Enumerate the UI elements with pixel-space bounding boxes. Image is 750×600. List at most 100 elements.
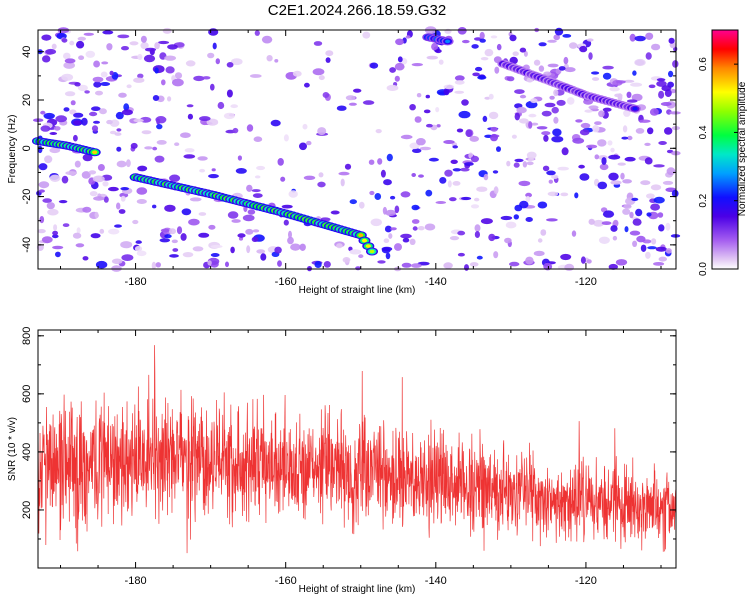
spectrogram-cell — [444, 28, 452, 34]
spectrogram-cell — [349, 199, 357, 205]
spectrogram-cell — [226, 62, 234, 68]
colorbar-ticks: 0.0 0.2 0.4 0.6 — [698, 57, 738, 276]
spectrogram-cell — [423, 109, 431, 114]
spectrogram-cell — [632, 70, 637, 76]
spectrogram-cell — [254, 30, 260, 36]
spectrogram-cell — [658, 224, 665, 232]
spectrogram-cell — [185, 60, 196, 67]
spectrogram-cell — [164, 234, 172, 239]
spectrogram-cell — [505, 221, 517, 229]
spectrogram-cell — [292, 70, 302, 77]
spectrogram-cell — [418, 174, 424, 178]
spectrogram-cell — [223, 112, 235, 120]
spectrogram-cell — [626, 91, 632, 99]
spectrogram-cell — [211, 168, 216, 172]
spectrogram-cell — [49, 147, 61, 154]
spectrogram-cell — [514, 158, 524, 163]
spectrogram-cell — [424, 223, 436, 231]
spectrogram-cell — [180, 132, 191, 138]
spectrogram-cell — [359, 201, 365, 209]
spectrogram-cell — [525, 196, 531, 202]
spectrogram-cell — [374, 193, 382, 200]
spectrogram-cell — [157, 40, 170, 45]
spectrogram-cell — [665, 248, 672, 254]
spectrogram-cell — [671, 189, 679, 198]
spectrogram-cell — [531, 122, 539, 126]
y-tick-label: 0 — [21, 145, 33, 151]
spectrogram-cell — [496, 43, 502, 51]
spectrogram-cell — [630, 82, 643, 87]
spectrogram-cell — [610, 180, 622, 185]
spectrogram-cell — [651, 238, 657, 245]
spectrogram-cell — [82, 256, 89, 261]
spectrogram-x-axis-label: Height of straight line (km) — [299, 285, 416, 296]
spectrogram-cell — [130, 142, 138, 149]
spectrogram-cell — [538, 42, 547, 47]
spectrogram-cell — [655, 246, 667, 252]
spectrogram-cell — [288, 190, 298, 198]
spectrogram-cell — [551, 174, 559, 179]
spectrogram-cell — [160, 228, 170, 233]
spectrogram-cell — [493, 251, 499, 259]
spectrogram-cell — [623, 204, 632, 209]
spectrogram-cell — [562, 34, 572, 38]
spectrogram-cell — [225, 261, 229, 268]
spectrogram-cell — [566, 97, 575, 105]
spectrogram-cell — [465, 129, 473, 138]
spectrogram-cell — [58, 200, 68, 204]
spectrogram-cell — [42, 198, 52, 203]
spectrogram-cell — [217, 101, 225, 110]
spectrogram-cell — [114, 132, 122, 136]
spectrogram-cell — [622, 125, 628, 133]
ridge-core — [632, 106, 638, 111]
spectrogram-cell — [519, 47, 527, 53]
spectrogram-cell — [541, 131, 551, 136]
spectrogram-cell — [668, 37, 675, 44]
spectrogram-cell — [516, 106, 527, 114]
spectrogram-cell — [288, 230, 292, 239]
spectrogram-cell — [152, 146, 158, 151]
spectrogram-cell — [172, 78, 184, 87]
spectrogram-cell — [409, 104, 416, 111]
y-tick-label: 800 — [21, 327, 33, 345]
colorbar: 0.0 0.2 0.4 0.6 Normalized spectral amplitu… — [698, 29, 748, 276]
spectrogram-cell — [249, 74, 262, 78]
spectrogram-cell — [492, 170, 499, 174]
spectrogram-cell — [91, 106, 101, 111]
spectrogram-cell — [601, 221, 612, 226]
spectrogram-cell — [385, 252, 391, 260]
spectrogram-cell — [631, 197, 639, 201]
spectrogram-cell — [353, 88, 362, 93]
spectrogram-cell — [38, 189, 45, 193]
spectrogram-cell — [237, 233, 246, 238]
spectrogram-cell — [454, 80, 465, 85]
spectrogram-cell — [457, 27, 467, 35]
spectrogram-cell — [547, 191, 559, 197]
spectrogram-y-ticks: 40 20 0 -20 -40 — [21, 46, 676, 270]
spectrogram-cell — [546, 218, 558, 222]
spectrogram-cell — [281, 204, 293, 209]
spectrogram-cell — [100, 71, 108, 78]
spectrogram-cell — [656, 80, 667, 87]
spectrogram-cell — [162, 27, 172, 34]
spectrogram-cell — [646, 193, 655, 199]
spectrogram-cell — [95, 90, 103, 96]
spectrogram-cell — [169, 174, 181, 182]
spectrogram-cell — [322, 92, 330, 98]
spectrogram-cell — [561, 147, 569, 156]
spectrogram-cell — [623, 109, 631, 117]
spectrogram-cell — [512, 51, 519, 56]
spectrogram-cell — [183, 154, 196, 159]
spectrogram-cell — [36, 243, 44, 251]
spectrogram-cell — [390, 227, 397, 231]
spectrogram-cell — [260, 253, 267, 261]
spectrogram-cell — [277, 158, 284, 166]
spectrogram-cell — [93, 120, 100, 124]
spectrogram-cell — [125, 159, 131, 168]
spectrogram-cell — [192, 246, 204, 252]
spectrogram-cell — [405, 35, 411, 39]
spectrogram-cell — [76, 40, 85, 49]
spectrogram-cell — [580, 256, 586, 264]
spectrogram-cell — [414, 116, 422, 123]
spectrogram-cell — [580, 122, 591, 129]
